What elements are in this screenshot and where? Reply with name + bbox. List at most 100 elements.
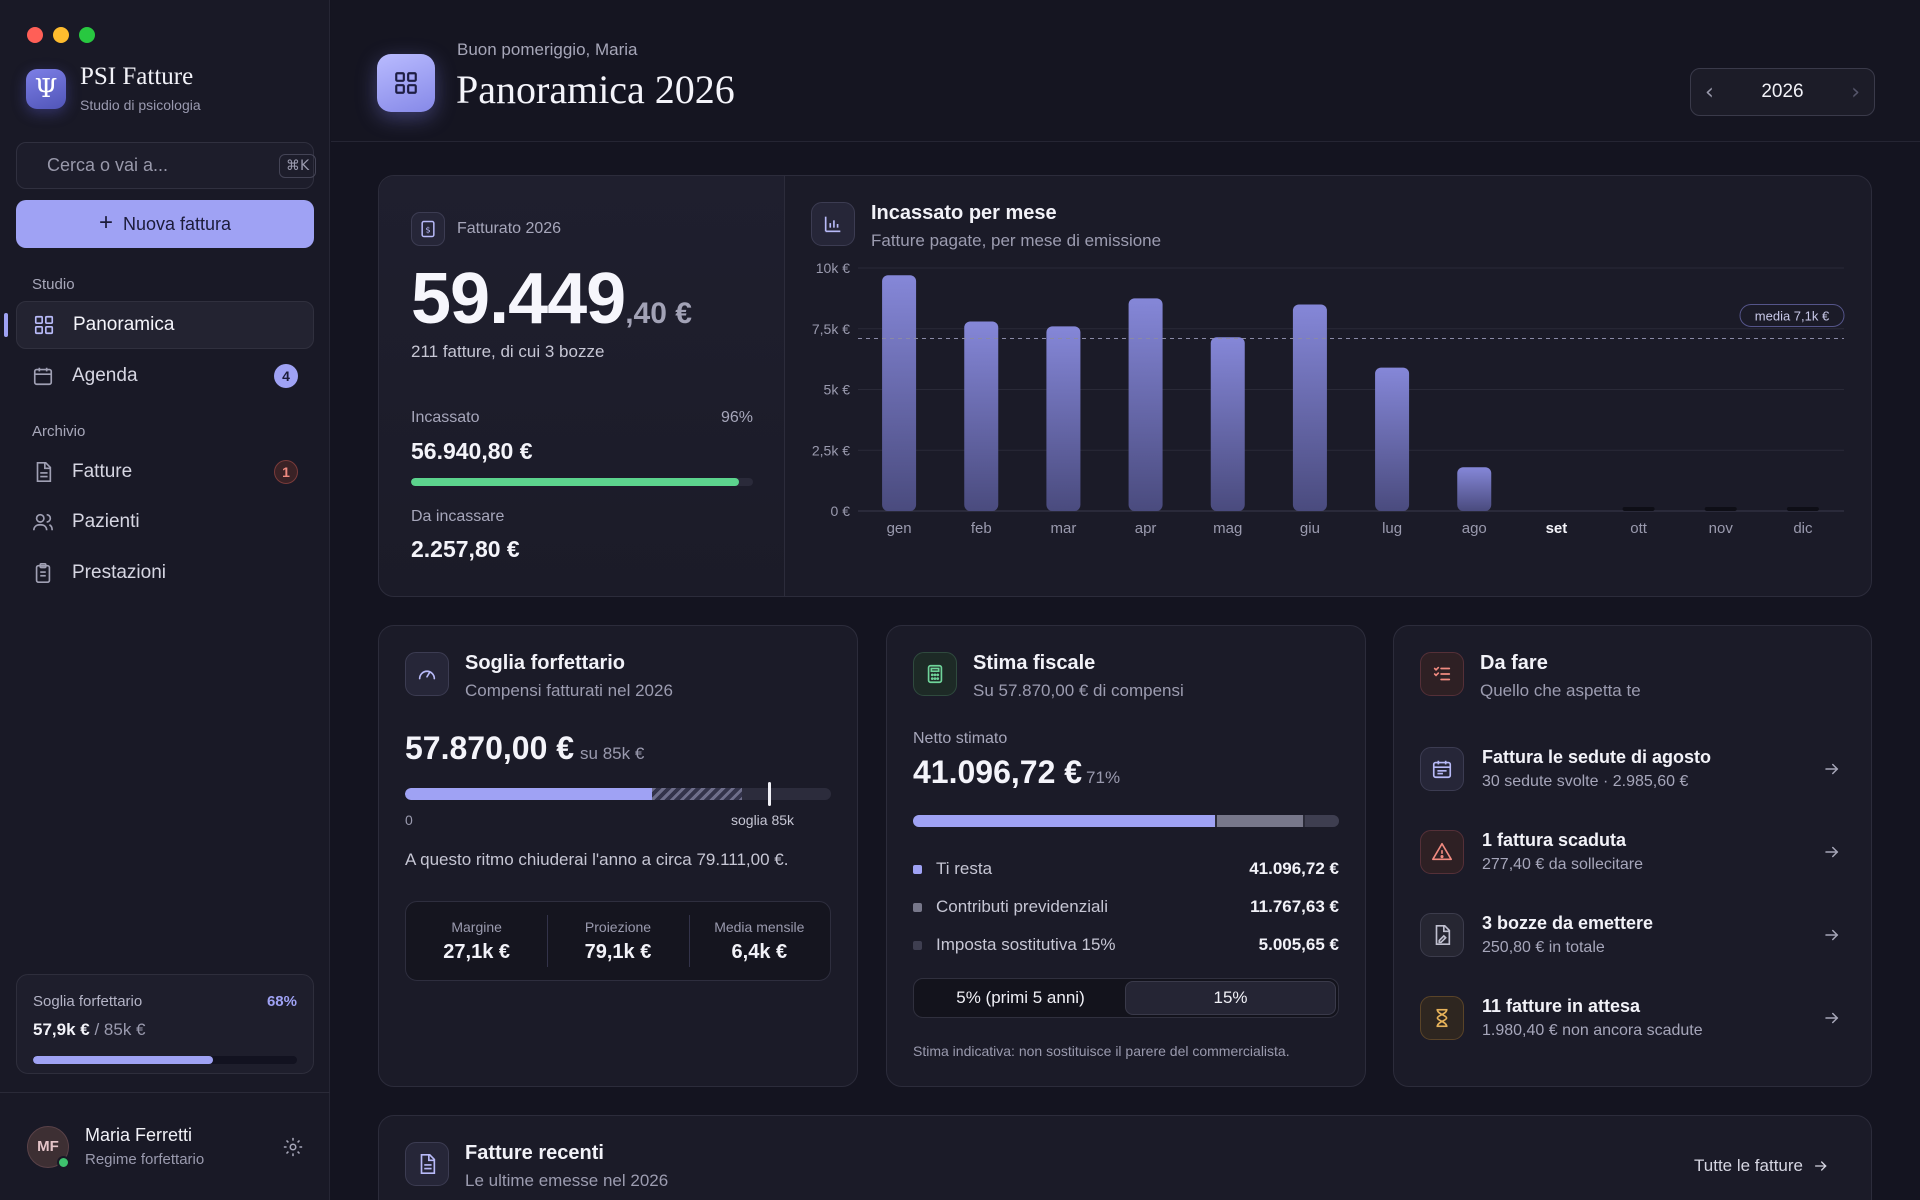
threshold-axis-end: soglia 85k — [731, 812, 795, 828]
year-selector: ‹ 2026 › — [1690, 68, 1875, 116]
threshold-card-label: Soglia forfettario — [33, 993, 143, 1010]
search-shortcut: ⌘K — [279, 153, 317, 178]
tax-breakdown-list: Ti resta 41.096,72 € Contributi previdenz… — [913, 850, 1339, 964]
gear-icon[interactable] — [282, 1136, 304, 1158]
search-input[interactable] — [47, 155, 279, 176]
bar-dic — [1786, 507, 1819, 511]
x-tick-label: giu — [1300, 520, 1320, 537]
todo-item-drafts[interactable]: 3 bozze da emettere 250,80 € in totale — [1420, 905, 1847, 965]
average-label: media 7,1k € — [1755, 308, 1830, 323]
bar-mar — [1046, 326, 1081, 511]
revenue-summary: $ Fatturato 2026 59.449,40 € 211 fatture… — [379, 176, 785, 596]
users-icon — [32, 511, 54, 533]
x-tick-label: mag — [1213, 520, 1242, 537]
tax-rate-option-15[interactable]: 15% — [1125, 981, 1336, 1015]
sidebar-item-panoramica[interactable]: Panoramica — [16, 301, 314, 349]
svg-text:$: $ — [425, 224, 430, 234]
stat-margine: Margine 27,1k € — [443, 918, 511, 963]
threshold-card-limit: / 85k € — [94, 1020, 146, 1039]
todo-item-august-sessions[interactable]: Fattura le sedute di agosto 30 sedute svo… — [1420, 739, 1847, 799]
tax-rate-option-5[interactable]: 5% (primi 5 anni) — [956, 988, 1085, 1007]
search-box[interactable]: ⌘K — [16, 142, 317, 189]
net-label: Netto stimato — [913, 730, 1008, 747]
monthly-revenue-chart: 0 € 2,5k € 5k € 7,5k € 10k € gen feb mar apr mag g… — [812, 260, 1845, 537]
sidebar: Ψ PSI Fatture Studio di psicologia ⌘K + … — [0, 0, 330, 1200]
calculator-icon — [913, 652, 957, 696]
x-tick-label: dic — [1793, 520, 1813, 537]
clipboard-icon — [32, 562, 54, 584]
y-tick-label: 10k € — [816, 260, 850, 276]
stat-media-mensile: Media mensile 6,4k € — [688, 914, 830, 967]
legend-dot — [913, 940, 922, 950]
bar-feb — [964, 321, 999, 511]
all-invoices-link[interactable]: Tutte le fatture — [1694, 1156, 1829, 1176]
bar-ago — [1457, 467, 1492, 511]
chevron-right-icon[interactable]: › — [1851, 79, 1860, 105]
legend-dot — [913, 864, 922, 874]
x-tick-label: feb — [971, 520, 992, 537]
new-invoice-button[interactable]: + Nuova fattura — [16, 200, 314, 248]
sidebar-item-prestazioni[interactable]: Prestazioni — [16, 549, 314, 597]
document-icon — [405, 1142, 449, 1186]
bar-mag — [1210, 337, 1245, 511]
arrow-right-icon — [1825, 846, 1839, 858]
minimize-window-button[interactable] — [53, 27, 69, 43]
contributions-segment — [1217, 815, 1303, 827]
sidebar-threshold-card[interactable]: Soglia forfettario 68% 57,9k € / 85k € — [16, 974, 314, 1074]
arrow-right-icon — [1815, 1161, 1827, 1171]
chevron-left-icon[interactable]: ‹ — [1705, 79, 1714, 105]
brand-name: PSI Fatture — [80, 63, 194, 90]
todo-subtitle: Quello che aspetta te — [1480, 681, 1641, 700]
y-tick-label: 7,5k € — [812, 321, 850, 337]
threshold-projection-marker — [768, 782, 771, 806]
sidebar-item-fatture[interactable]: Fatture 1 — [16, 448, 314, 496]
due-label: Da incassare — [411, 508, 505, 525]
todo-item-pending-invoices[interactable]: 11 fatture in attesa 1.980,40 € non ancor… — [1420, 988, 1847, 1048]
x-tick-label: ago — [1462, 520, 1487, 537]
tax-title: Stima fiscale — [973, 652, 1096, 674]
tax-breakdown-bar — [913, 815, 1339, 827]
threshold-subtitle: Compensi fatturati nel 2026 — [465, 681, 673, 700]
x-tick-label: lug — [1382, 520, 1402, 537]
x-tick-label: gen — [887, 520, 912, 537]
bar-ott — [1622, 507, 1655, 511]
arrow-right-icon — [1825, 929, 1839, 941]
sidebar-section-archivio: Archivio — [32, 423, 86, 440]
tax-row-net: Ti resta 41.096,72 € — [913, 850, 1339, 888]
fatture-alert-badge: 1 — [274, 460, 298, 484]
sidebar-item-agenda[interactable]: Agenda 4 — [16, 352, 314, 400]
bar-gen — [882, 275, 917, 511]
net-percent: 71% — [1086, 768, 1121, 787]
y-tick-label: 2,5k € — [812, 442, 850, 458]
sidebar-item-label: Agenda — [72, 365, 138, 386]
new-invoice-label: Nuova fattura — [122, 213, 232, 234]
threshold-card-value: 57,9k € — [33, 1020, 90, 1039]
calendar-icon — [1420, 747, 1464, 791]
sidebar-item-pazienti[interactable]: Pazienti — [16, 498, 314, 546]
todo-item-overdue-invoice[interactable]: 1 fattura scaduta 277,40 € da sollecitare — [1420, 822, 1847, 882]
brand: Ψ PSI Fatture Studio di psicologia — [26, 64, 201, 113]
online-status-icon — [57, 1155, 70, 1169]
psi-logo-icon: Ψ — [26, 68, 66, 109]
hourglass-icon — [1420, 996, 1464, 1040]
bar-nov — [1704, 507, 1737, 511]
revenue-card: $ Fatturato 2026 59.449,40 € 211 fatture… — [378, 175, 1872, 597]
tax-row-contributions: Contributi previdenziali 11.767,63 € — [913, 888, 1339, 926]
greeting: Buon pomeriggio, Maria — [457, 40, 638, 59]
revenue-count: 211 fatture, di cui 3 bozze — [411, 342, 605, 361]
draft-icon — [1420, 913, 1464, 957]
sidebar-item-label: Prestazioni — [72, 562, 166, 583]
recent-invoices-card: Fatture recenti Le ultime emesse nel 202… — [378, 1115, 1872, 1200]
zoom-window-button[interactable] — [79, 27, 95, 43]
threshold-progress — [405, 788, 831, 800]
threshold-limit: su 85k € — [580, 744, 645, 763]
collected-progress-fill — [411, 478, 740, 486]
sidebar-item-label: Pazienti — [72, 511, 140, 532]
close-window-button[interactable] — [27, 27, 43, 43]
user-profile[interactable]: MF Maria Ferretti Regime forfettario — [27, 1125, 205, 1169]
sidebar-item-label: Panoramica — [73, 314, 175, 335]
arrow-right-icon — [1825, 763, 1839, 775]
user-role: Regime forfettario — [85, 1151, 205, 1168]
net-value: 41.096,72 €71% — [913, 754, 1121, 790]
threshold-progress-fill — [405, 788, 653, 800]
